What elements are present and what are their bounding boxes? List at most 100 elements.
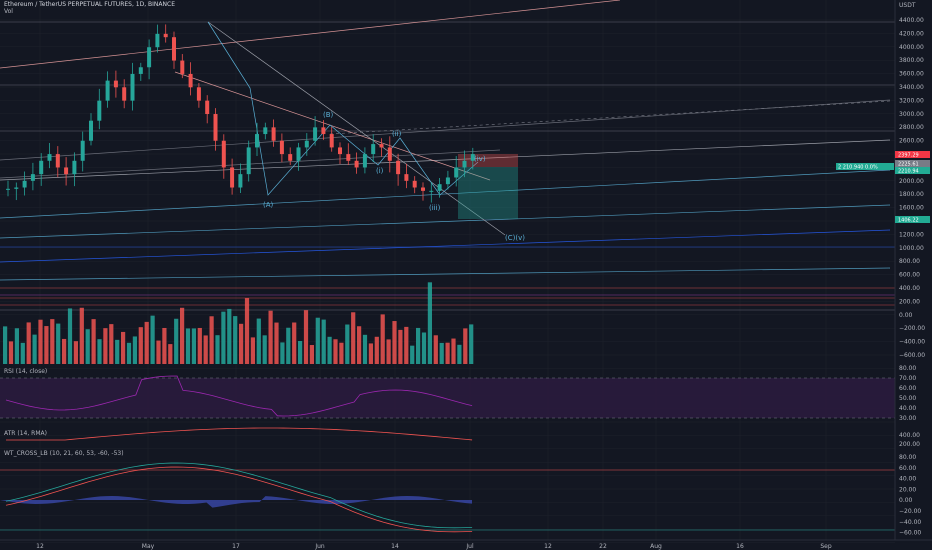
volume-bar [97, 339, 102, 364]
atr-panel[interactable] [6, 427, 473, 441]
trend-line [174, 71, 491, 181]
volume-bar [351, 312, 356, 364]
candle-body [196, 87, 201, 101]
time-tick-label: 16 [736, 543, 744, 550]
volume-bar [362, 334, 368, 364]
volume-bar [439, 342, 444, 364]
candle-body [454, 167, 459, 178]
rsi-legend[interactable]: RSI (14, close) [4, 368, 48, 375]
volume-bar [256, 318, 261, 364]
volume-bar [162, 327, 167, 364]
time-tick-label: Aug [650, 543, 662, 550]
volume-bar [126, 342, 132, 364]
volume-bar [109, 324, 114, 364]
wt-tick-label: 80.00 [899, 454, 916, 461]
wt-cross-panel[interactable] [0, 462, 895, 533]
wt1-line [5, 462, 473, 529]
price-tick-label: −200.00 [899, 325, 925, 332]
volume-bar [227, 308, 232, 364]
candle-body [462, 160, 467, 168]
wt-tick-label: −20.00 [899, 508, 921, 515]
candle-body [205, 100, 210, 115]
candle-body [230, 167, 235, 188]
volume-bar [132, 336, 137, 364]
wt-tick-label: 60.00 [899, 465, 916, 472]
candle-body [288, 154, 293, 161]
volume-bar [368, 343, 373, 364]
wt-tick-label: 0.00 [899, 497, 913, 504]
time-tick-label: Jun [314, 543, 325, 550]
atr-tick-label: 200.00 [899, 441, 920, 448]
wave-label: (A) [263, 201, 274, 209]
candle-body [470, 154, 475, 161]
volume-bar [144, 321, 149, 364]
symbol-title[interactable]: Ethereum / TetherUS PERPETUAL FUTURES, 1… [4, 1, 175, 8]
candle-body [412, 180, 417, 188]
candle-body [147, 47, 152, 68]
price-tick-label: 1200.00 [899, 231, 924, 238]
volume-bar [62, 338, 67, 364]
wave-label: (iv) [474, 155, 486, 163]
elliott-wave-labels[interactable]: (B) (ii) (iv) (A) (i) (iii) (C)(v) [263, 111, 525, 242]
volume-bar [327, 336, 332, 364]
long-position-tool[interactable] [458, 154, 518, 219]
volume-bar [416, 327, 421, 364]
candle-body [321, 127, 326, 135]
wt-tick-label: 40.00 [899, 476, 916, 483]
candle-body [296, 147, 301, 161]
wave-label: (C)(v) [505, 234, 525, 242]
rsi-tick-label: 70.00 [899, 375, 916, 382]
rsi-line [5, 375, 473, 417]
rsi-tick-label: 30.00 [899, 415, 916, 422]
volume-bar [3, 326, 8, 364]
volume-bar [67, 308, 73, 364]
time-axis[interactable]: 12 May 17 Jun 14 Jul 12 22 Aug 16 Sep [0, 539, 932, 550]
volume-bar [262, 335, 267, 364]
wt-legend[interactable]: WT_CROSS_LB (10, 21, 60, 53, -60, -53) [4, 450, 124, 457]
price-badge-label: 2225.61 [898, 162, 919, 168]
candle-body [371, 144, 376, 155]
volume-bar [445, 342, 450, 364]
trend-line [207, 21, 506, 236]
volume-bar [392, 321, 397, 364]
volume-bar [309, 345, 314, 364]
volume-bar [433, 335, 438, 364]
rsi-tick-label: 40.00 [899, 405, 916, 412]
rsi-panel[interactable] [0, 375, 895, 419]
wt-histogram [0, 496, 472, 508]
candle-body [89, 120, 93, 141]
price-tick-label: 2000.00 [899, 178, 924, 185]
price-candles [6, 24, 475, 203]
volume-bar [20, 342, 25, 364]
rsi-band [0, 378, 895, 418]
candle-body [22, 180, 27, 188]
price-axis[interactable]: USDT 4400.00 4200.00 4000.00 3800.00 3600.00 3… [836, 0, 930, 540]
price-tick-label: 1600.00 [899, 205, 924, 212]
candle-body [387, 147, 392, 161]
price-tick-label: 0.00 [899, 312, 913, 319]
volume-bar [298, 340, 303, 364]
volume-legend[interactable]: Vol [4, 8, 13, 15]
volume-bar [233, 316, 238, 364]
volume-bar [115, 339, 120, 364]
candle-body [404, 174, 409, 181]
wave-path [207, 21, 479, 196]
rsi-tick-label: 50.00 [899, 395, 916, 402]
volume-bar [38, 319, 43, 364]
time-tick-label: 22 [599, 543, 607, 550]
volume-bar [374, 336, 379, 364]
candle-body [180, 60, 185, 74]
candle-body [279, 140, 284, 155]
trend-lines[interactable] [0, 0, 895, 311]
volume-bar [191, 328, 196, 364]
volume-bar [292, 322, 297, 364]
atr-legend[interactable]: ATR (14, RMA) [4, 430, 47, 437]
volume-bar [85, 329, 90, 364]
volume-bar [333, 339, 338, 364]
volume-bar [56, 323, 61, 364]
volume-bar [286, 327, 291, 364]
candle-body [172, 37, 176, 61]
volume-bar [404, 326, 409, 364]
volume-bar [280, 342, 285, 364]
